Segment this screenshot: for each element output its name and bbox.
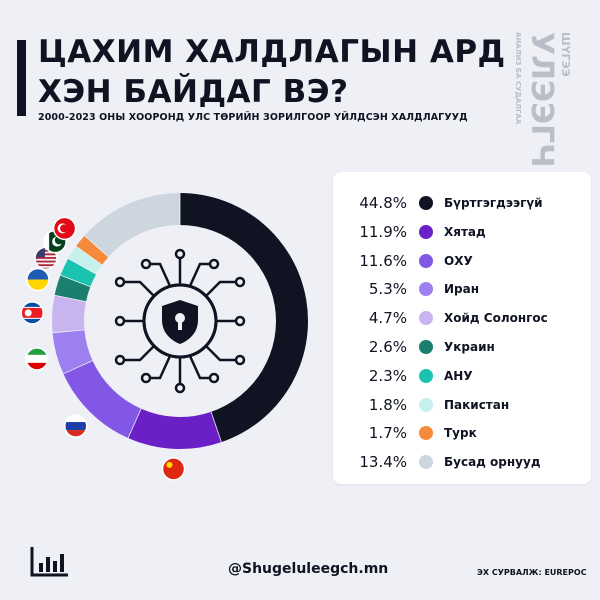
china-flag [161, 457, 186, 481]
slice-separator [127, 408, 142, 439]
brand-logo-graphic: УЛЭЭГЧ ШҮГЭЭ АНАЛИЗ БА СУДАЛГАА [514, 32, 572, 167]
legend-item: 44.8% Бүртгэгдээгүй [333, 192, 591, 214]
legend-swatch [419, 311, 433, 326]
donut-slice-10 [84, 193, 180, 258]
title-line-2: ХЭН БАЙДАГ ВЭ? [38, 74, 349, 110]
legend-swatch [419, 224, 433, 239]
donut-slice-7 [60, 258, 97, 287]
legend-swatch [419, 455, 433, 470]
donut-chart [20, 193, 308, 481]
donut-slice-5 [51, 295, 86, 333]
legend-value: 1.8% [368, 395, 407, 414]
slice-separator [63, 360, 93, 375]
legend-label: Иран [444, 282, 480, 297]
north-korea-flag [20, 301, 44, 325]
legend-label: Турк [444, 426, 477, 441]
circuit-icon [114, 248, 246, 394]
country-flags [20, 216, 186, 481]
slice-separator [54, 294, 87, 303]
donut-slices [51, 193, 308, 449]
donut-slice-6 [54, 275, 91, 302]
legend-value: 1.7% [368, 424, 407, 443]
slice-separator [68, 258, 97, 275]
turkey-flag [52, 216, 77, 241]
donut-slice-3 [63, 360, 142, 439]
donut-slice-2 [128, 408, 222, 449]
brand-logo-tagline: АНАЛИЗ БА СУДАЛГАА [514, 32, 522, 125]
title-line-1: ЦАХИМ ХАЛДЛАГЫН АРД [38, 34, 506, 70]
legend-value: 2.6% [368, 338, 407, 356]
legend-swatch [419, 282, 433, 297]
legend-item: 5.3% Иран [333, 278, 591, 300]
russia-flag [64, 414, 88, 438]
legend-item: 2.6% Украин [333, 336, 591, 358]
page-title: ЦАХИМ ХАЛДЛАГЫН АРД ХЭН БАЙДАГ ВЭ? [38, 32, 506, 112]
bar-chart-icon [30, 547, 68, 577]
legend-item: 11.6% ОХУ [333, 250, 591, 272]
legend-label: Хятад [444, 224, 486, 239]
legend-value: 13.4% [359, 453, 407, 472]
legend-swatch [419, 196, 433, 210]
ukraine-flag [26, 267, 50, 292]
legend-item: 1.8% Пакистан [333, 394, 591, 416]
legend-value: 44.8% [359, 194, 407, 212]
legend-item: 13.4% Бусад орнууд [333, 451, 591, 473]
slice-separator [75, 245, 103, 266]
legend-label: АНУ [444, 368, 473, 383]
legend-label: Бүртгэгдээгүй [444, 196, 543, 210]
legend-value: 5.3% [368, 280, 407, 299]
slice-separator [52, 329, 85, 334]
legend-label: Хойд Солонгос [444, 311, 548, 326]
data-source: ЭХ СУРВАЛЖ: EUREPOC [477, 568, 587, 577]
legend-label: Украин [444, 340, 495, 354]
legend-swatch [419, 368, 433, 383]
center-icon-group [114, 248, 246, 394]
legend-swatch [419, 426, 433, 441]
iran-flag [25, 347, 49, 371]
slice-separator [84, 235, 109, 258]
legend-swatch [419, 397, 433, 412]
page-subtitle: 2000-2023 ОНЫ ХООРОНД УЛС ТӨРИЙН ЗОРИЛГО… [38, 112, 468, 123]
legend-item: 4.7% Хойд Солонгос [333, 307, 591, 329]
donut-slice-8 [68, 246, 103, 275]
brand-logo: УЛЭЭГЧ ШҮГЭЭ АНАЛИЗ БА СУДАЛГАА [500, 22, 580, 182]
brand-logo-text: УЛЭЭГЧ [524, 32, 559, 167]
legend-label: Бусад орнууд [444, 455, 541, 470]
center-ring-outline [142, 283, 218, 359]
donut-slice-9 [76, 235, 109, 265]
legend-swatch [419, 340, 433, 354]
legend-item: 1.7% Турк [333, 422, 591, 444]
lock-keyhole [175, 313, 185, 323]
legend-item: 2.3% АНУ [333, 365, 591, 387]
title-accent-bar [17, 40, 26, 116]
donut-slice-1 [180, 193, 308, 443]
brand-logo-small: ШҮГЭЭ [559, 32, 572, 77]
legend-label: Пакистан [444, 397, 510, 412]
social-handle: @Shugeluleegch.mn [228, 561, 389, 577]
legend-value: 2.3% [368, 366, 407, 385]
slice-separator [210, 411, 222, 443]
legend-value: 11.9% [359, 222, 407, 241]
slice-separator [60, 274, 91, 288]
legend-label: ОХУ [444, 253, 473, 268]
legend-value: 11.6% [359, 251, 407, 270]
donut-slice-4 [52, 329, 93, 374]
legend-item: 11.9% Хятад [333, 221, 591, 243]
chart-legend: 44.8% Бүртгэгдээгүй 11.9% Хятад 11.6% ОХУ 5.3%… [333, 172, 591, 484]
legend-swatch [419, 253, 433, 268]
legend-value: 4.7% [368, 309, 407, 328]
